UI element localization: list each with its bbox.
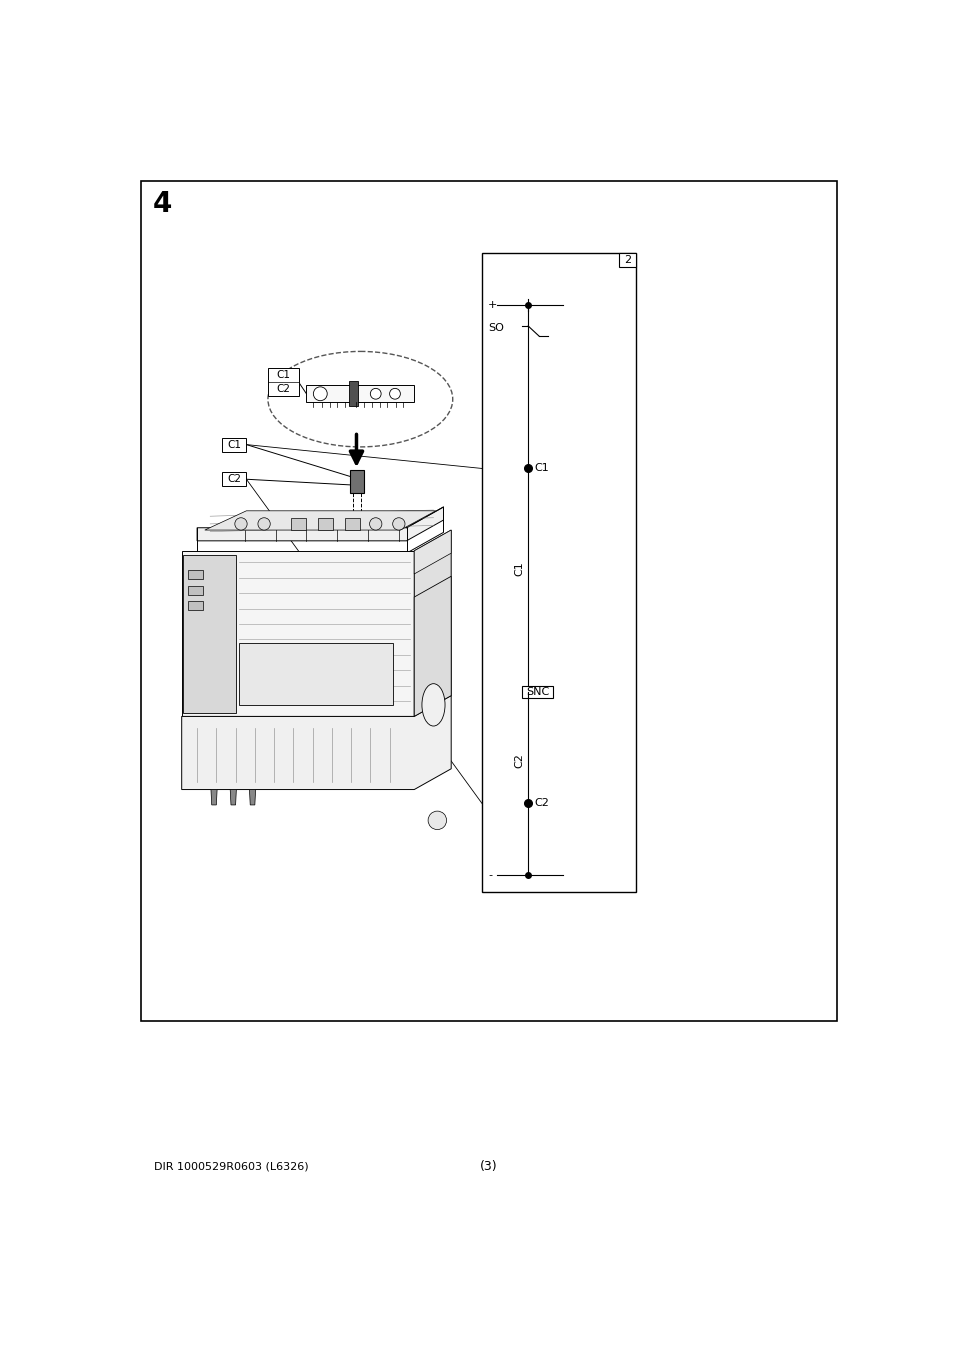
Ellipse shape <box>421 683 444 726</box>
Text: SO: SO <box>488 323 503 333</box>
Circle shape <box>257 518 270 531</box>
Circle shape <box>370 389 381 400</box>
Bar <box>188 570 203 579</box>
Text: C1: C1 <box>534 463 549 474</box>
Polygon shape <box>249 790 255 805</box>
Circle shape <box>428 811 446 830</box>
Text: C2: C2 <box>534 798 549 809</box>
Bar <box>317 518 333 531</box>
Polygon shape <box>414 576 451 717</box>
Bar <box>183 555 235 713</box>
Bar <box>221 437 246 451</box>
Text: C2: C2 <box>514 753 523 768</box>
Bar <box>345 518 360 531</box>
Bar <box>141 181 836 1021</box>
Text: C2: C2 <box>227 474 241 485</box>
Bar <box>181 551 414 717</box>
Text: C1: C1 <box>514 562 523 576</box>
Circle shape <box>234 518 247 531</box>
Bar <box>239 643 393 705</box>
Text: C2: C2 <box>276 385 290 394</box>
Text: DIR 1000529R0603 (L6326): DIR 1000529R0603 (L6326) <box>153 1162 308 1172</box>
Text: C1: C1 <box>227 440 241 450</box>
Bar <box>350 470 364 493</box>
Polygon shape <box>414 531 451 717</box>
Circle shape <box>313 387 327 401</box>
Polygon shape <box>211 790 217 805</box>
Circle shape <box>389 389 400 400</box>
Circle shape <box>393 518 405 531</box>
Circle shape <box>369 518 381 531</box>
Polygon shape <box>181 695 451 790</box>
Bar <box>618 252 636 267</box>
Text: SNC: SNC <box>525 687 549 697</box>
Text: 4: 4 <box>152 190 172 219</box>
Text: C1: C1 <box>276 370 290 381</box>
Bar <box>188 601 203 610</box>
Polygon shape <box>205 510 436 531</box>
Bar <box>291 518 306 531</box>
Polygon shape <box>197 508 443 541</box>
Text: 2: 2 <box>623 255 631 265</box>
Bar <box>221 472 246 486</box>
Bar <box>481 252 636 892</box>
Bar <box>268 369 298 396</box>
Text: (3): (3) <box>479 1161 497 1173</box>
Bar <box>521 686 552 698</box>
Text: -: - <box>488 869 492 880</box>
Ellipse shape <box>268 351 453 447</box>
Bar <box>349 382 357 406</box>
Bar <box>188 586 203 595</box>
Polygon shape <box>230 790 236 805</box>
Text: +: + <box>488 300 497 310</box>
Polygon shape <box>414 531 451 574</box>
Bar <box>306 385 414 402</box>
